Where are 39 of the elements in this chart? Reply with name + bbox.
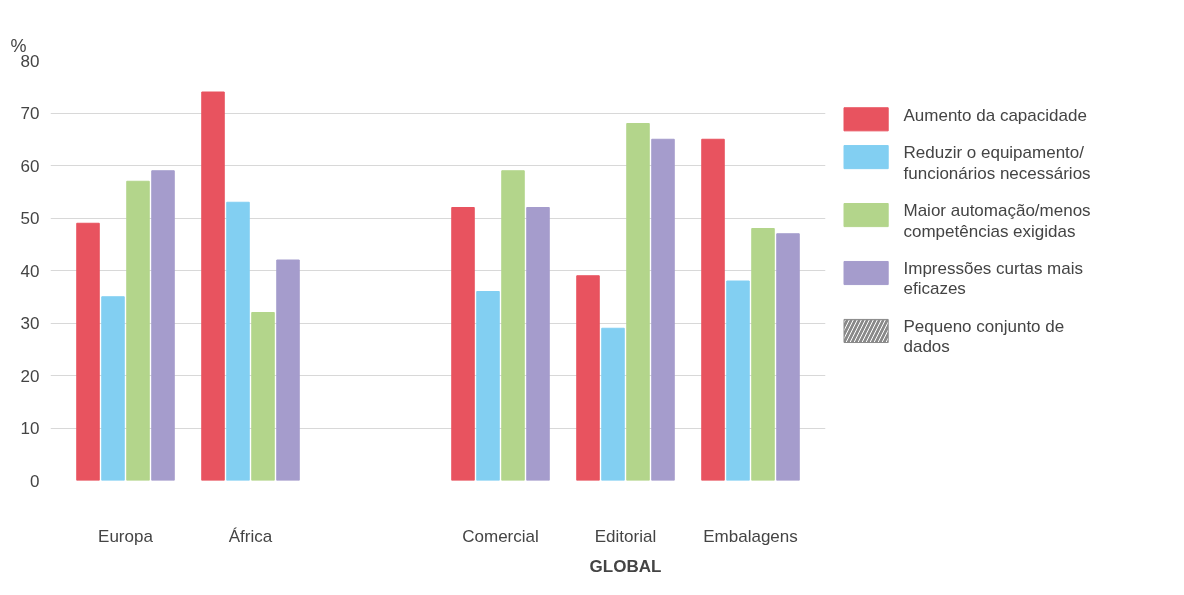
legend-label: Aumento da capacidade (903, 105, 1087, 125)
legend-label: Pequeno conjunto de dados (903, 317, 1065, 357)
bar (526, 207, 550, 481)
bar (626, 123, 650, 481)
bar (76, 222, 100, 481)
y-tick-label: 50 (20, 209, 40, 228)
y-tick-label: 20 (20, 366, 40, 386)
x-tick-label: Comercial (462, 526, 539, 546)
bar (576, 275, 600, 481)
y-tick-label: 40 (20, 261, 40, 281)
bar (701, 138, 725, 481)
bar (126, 180, 150, 481)
x-tick-label: África (228, 526, 273, 546)
legend-label: Maior automação/menos competências exigidas (903, 201, 1091, 241)
x-tick-label: Embalagens (703, 526, 798, 546)
y-tick-label: 70 (20, 104, 40, 123)
bar (601, 327, 625, 481)
bar (276, 259, 300, 481)
bar (751, 228, 775, 481)
y-tick-label: 60 (20, 156, 40, 176)
bar (226, 201, 250, 481)
y-tick-label: 30 (20, 314, 40, 333)
legend-label: Impressões curtas mais eficazes (903, 259, 1083, 299)
bar (501, 170, 525, 481)
bar (726, 280, 750, 481)
bar (651, 138, 675, 481)
bar (451, 207, 475, 481)
legend-label: Reduzir o equipamento/ funcionários necessários (903, 143, 1091, 183)
bar (101, 296, 125, 481)
bar (251, 312, 275, 481)
bar (201, 91, 225, 481)
y-tick-label: 10 (20, 419, 40, 438)
text: GLOBAL (589, 556, 662, 576)
bar (151, 170, 175, 481)
bar (476, 291, 500, 481)
x-tick-label: Europa (98, 526, 154, 546)
x-tick-label: Editorial (594, 526, 657, 546)
y-tick-label: 0 (30, 471, 40, 491)
bar (776, 233, 800, 481)
